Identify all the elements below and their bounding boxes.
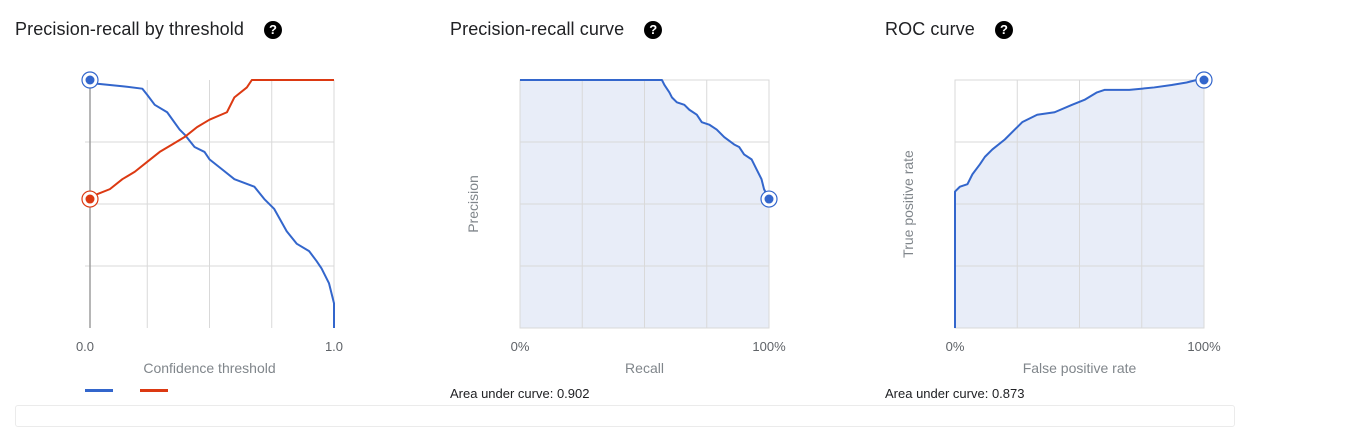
x-tick-label: 100% bbox=[752, 339, 786, 354]
help-circle-icon[interactable]: ? bbox=[994, 20, 1013, 39]
pr-threshold-title-row: Precision-recall by threshold ? bbox=[15, 19, 282, 40]
pr-threshold-chart: 0.0 1.0 Confidence threshold bbox=[76, 71, 343, 376]
point-marker bbox=[85, 194, 95, 204]
roc-chart: 0% 100% False positive rate True positive r… bbox=[900, 71, 1221, 376]
roc-title-row: ROC curve ? bbox=[885, 19, 1013, 40]
series-line-1 bbox=[84, 79, 334, 200]
help-circle-icon[interactable]: ? bbox=[644, 20, 663, 39]
legend-precision-swatch bbox=[85, 389, 113, 392]
help-circle-icon[interactable]: ? bbox=[264, 20, 282, 39]
pr-auc-text: Area under curve: 0.902 bbox=[450, 386, 590, 401]
series-line-0 bbox=[954, 79, 1204, 328]
y-axis-title: Precision bbox=[465, 175, 481, 233]
pr-curve-title: Precision-recall curve bbox=[450, 19, 625, 39]
point-marker bbox=[1199, 75, 1209, 85]
x-axis-title: False positive rate bbox=[1023, 360, 1137, 376]
pr-curve-title-row: Precision-recall curve ? bbox=[450, 19, 663, 40]
x-axis-title: Confidence threshold bbox=[143, 360, 275, 376]
roc-auc-text: Area under curve: 0.873 bbox=[885, 386, 1025, 401]
pr-threshold-panel: Precision-recall by threshold ? 0.0 1.0 Co… bbox=[0, 0, 430, 417]
pr-threshold-title: Precision-recall by threshold bbox=[15, 19, 244, 39]
details-card bbox=[15, 405, 1235, 427]
point-marker bbox=[85, 75, 95, 85]
series-line-0 bbox=[520, 79, 770, 200]
point-marker bbox=[764, 194, 774, 204]
x-tick-label: 1.0 bbox=[325, 339, 343, 354]
roc-title: ROC curve bbox=[885, 19, 975, 39]
roc-panel: ROC curve ? 0% 100% False positive rate Tru… bbox=[870, 0, 1300, 417]
x-tick-label: 0.0 bbox=[76, 339, 94, 354]
x-tick-label: 0% bbox=[946, 339, 965, 354]
series-line-0 bbox=[85, 79, 335, 328]
pr-curve-chart: 0% 100% Recall Precision bbox=[465, 79, 786, 376]
pr-curve-panel: Precision-recall curve ? 0% 100% Recall Pre… bbox=[435, 0, 865, 417]
y-axis-title: True positive rate bbox=[900, 150, 916, 258]
x-axis-title: Recall bbox=[625, 360, 664, 376]
x-tick-label: 0% bbox=[511, 339, 530, 354]
x-tick-label: 100% bbox=[1187, 339, 1221, 354]
legend-recall-swatch bbox=[140, 389, 168, 392]
